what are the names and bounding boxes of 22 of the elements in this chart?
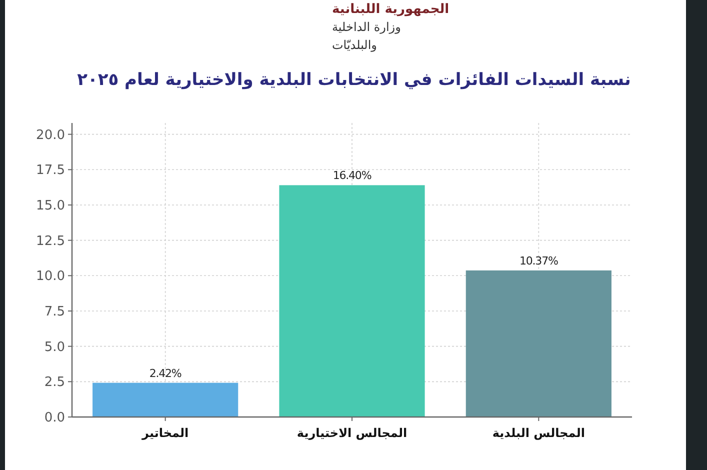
y-tick-label: 20.0 — [36, 128, 65, 143]
data-label: 10.37% — [519, 254, 558, 268]
data-label: 2.42% — [149, 366, 182, 380]
chart-title: نسبة السيدات الفائزات في الانتخابات البلدية والاختيارية لعام ٢٠٢٥ — [77, 70, 631, 90]
x-tick-label: المجالس البلدية — [492, 426, 585, 440]
text: وزارة الداخلية — [332, 20, 401, 34]
y-tick-label: 12.5 — [36, 234, 65, 249]
x-tick-label: المخاتير — [140, 426, 189, 440]
text: والبلديّات — [332, 38, 377, 52]
y-tick-label: 15.0 — [36, 198, 65, 214]
y-tick-label: 2.5 — [44, 375, 65, 390]
text: الجمهورية اللبنانية — [332, 2, 450, 17]
y-tick-label: 7.5 — [44, 304, 65, 320]
y-tick-label: 0.0 — [44, 410, 65, 426]
bar — [279, 185, 425, 417]
y-tick-label: 5.0 — [44, 340, 65, 355]
y-tick-label: 10.0 — [36, 269, 65, 284]
data-label: 16.40% — [332, 169, 372, 182]
x-tick-label: المجالس الاختيارية — [296, 426, 408, 440]
bar — [92, 382, 238, 417]
bar — [466, 270, 612, 417]
y-tick-label: 17.5 — [36, 163, 65, 178]
